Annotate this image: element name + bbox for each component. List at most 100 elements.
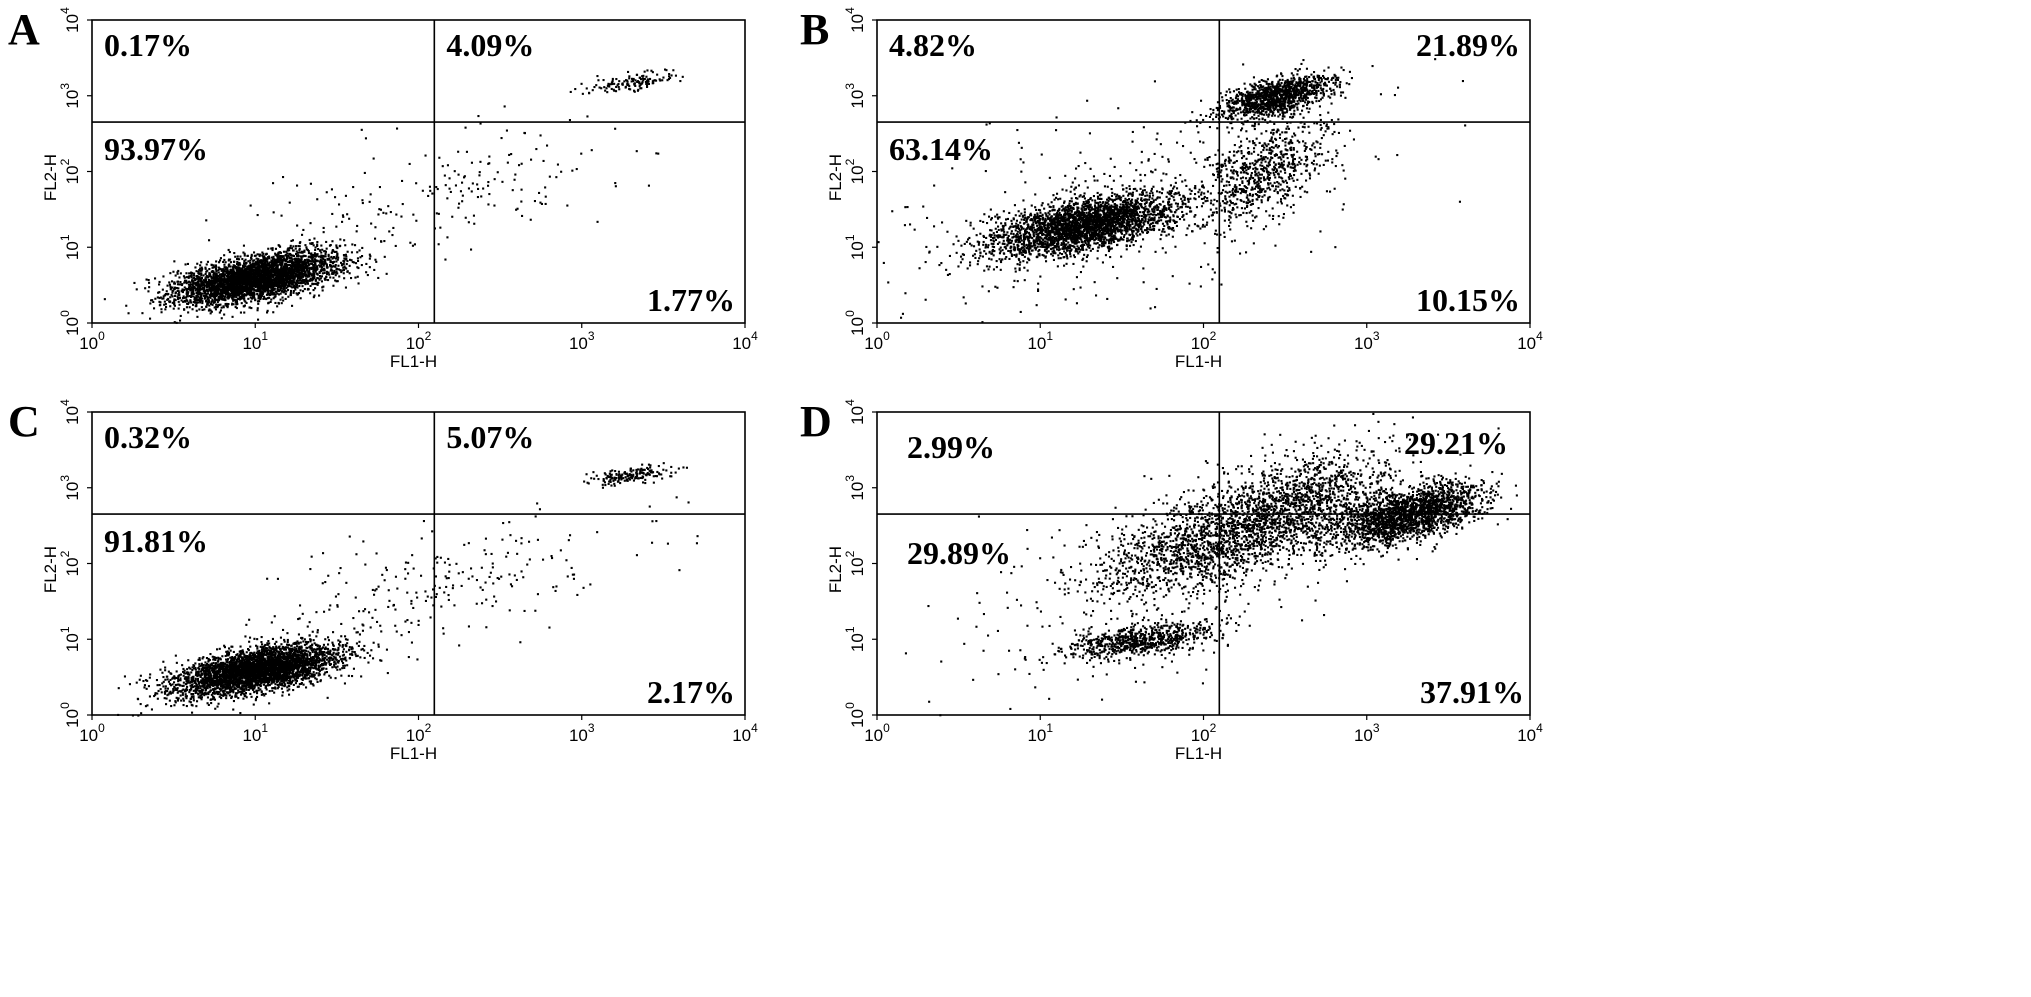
event-point (470, 190, 473, 193)
event-point (194, 299, 197, 302)
event-point (173, 260, 176, 263)
event-point (158, 291, 161, 294)
event-point (220, 269, 223, 272)
event-point (273, 268, 276, 271)
event-point (1087, 243, 1090, 246)
event-point (1053, 242, 1056, 245)
event-point (266, 292, 269, 295)
event-point (271, 274, 274, 277)
event-point (311, 259, 314, 262)
event-point (209, 312, 212, 315)
event-point (457, 173, 460, 176)
event-point (294, 272, 297, 275)
event-point (306, 281, 309, 284)
event-point (1154, 206, 1157, 209)
event-point (313, 252, 316, 255)
event-point (292, 249, 295, 252)
event-point (304, 244, 307, 247)
event-point (647, 80, 650, 83)
event-point (315, 259, 318, 262)
event-point (253, 284, 256, 287)
event-point (1035, 208, 1038, 211)
event-point (262, 279, 265, 282)
event-point (322, 264, 325, 267)
event-point (319, 269, 322, 272)
event-point (197, 272, 200, 275)
event-point (232, 269, 235, 272)
event-point (248, 283, 251, 286)
event-point (232, 285, 235, 288)
event-point (209, 288, 212, 291)
event-point (994, 227, 997, 230)
event-point (235, 296, 238, 299)
event-point (256, 284, 259, 287)
event-point (320, 275, 323, 278)
event-point (282, 257, 285, 260)
event-point (310, 268, 313, 271)
event-point (429, 189, 432, 192)
event-point (296, 262, 299, 265)
event-point (1026, 269, 1029, 272)
event-point (314, 282, 317, 285)
event-point (1117, 216, 1120, 219)
event-point (234, 272, 237, 275)
event-point (227, 259, 230, 262)
event-point (258, 290, 261, 293)
event-point (182, 300, 185, 303)
event-point (259, 285, 262, 288)
event-point (306, 248, 309, 251)
event-point (314, 246, 317, 249)
event-point (206, 295, 209, 298)
event-point (224, 280, 227, 283)
event-point (217, 266, 220, 269)
event-point (257, 272, 260, 275)
event-point (282, 265, 285, 268)
event-point (231, 280, 234, 283)
event-point (281, 277, 284, 280)
event-point (246, 282, 249, 285)
event-point (233, 286, 236, 289)
event-point (230, 272, 233, 275)
event-point (183, 308, 186, 311)
event-point (350, 277, 353, 280)
event-point (959, 261, 962, 264)
event-point (290, 266, 293, 269)
event-point (209, 294, 212, 297)
event-point (331, 271, 334, 274)
event-point (652, 82, 655, 85)
event-point (256, 253, 259, 256)
event-point (148, 281, 151, 284)
event-point (289, 256, 292, 259)
event-point (251, 264, 254, 267)
event-point (210, 283, 213, 286)
event-point (197, 278, 200, 281)
event-point (205, 275, 208, 278)
event-point (249, 293, 252, 296)
event-point (313, 264, 316, 267)
event-point (284, 268, 287, 271)
event-point (530, 158, 533, 161)
event-point (291, 304, 294, 307)
event-point (236, 279, 239, 282)
event-point (471, 182, 474, 185)
event-point (262, 277, 265, 280)
event-point (301, 262, 304, 265)
event-point (435, 186, 438, 189)
event-point (313, 294, 316, 297)
event-point (204, 291, 207, 294)
event-point (224, 261, 227, 264)
event-point (223, 313, 226, 316)
event-point (253, 271, 256, 274)
event-point (307, 264, 310, 267)
event-point (208, 296, 211, 299)
event-point (617, 83, 620, 86)
event-point (206, 269, 209, 272)
event-point (611, 79, 614, 82)
event-point (211, 298, 214, 301)
event-point (207, 278, 210, 281)
event-point (251, 286, 254, 289)
event-point (251, 294, 254, 297)
event-point (319, 258, 322, 261)
event-point (316, 273, 319, 276)
event-point (289, 260, 292, 263)
